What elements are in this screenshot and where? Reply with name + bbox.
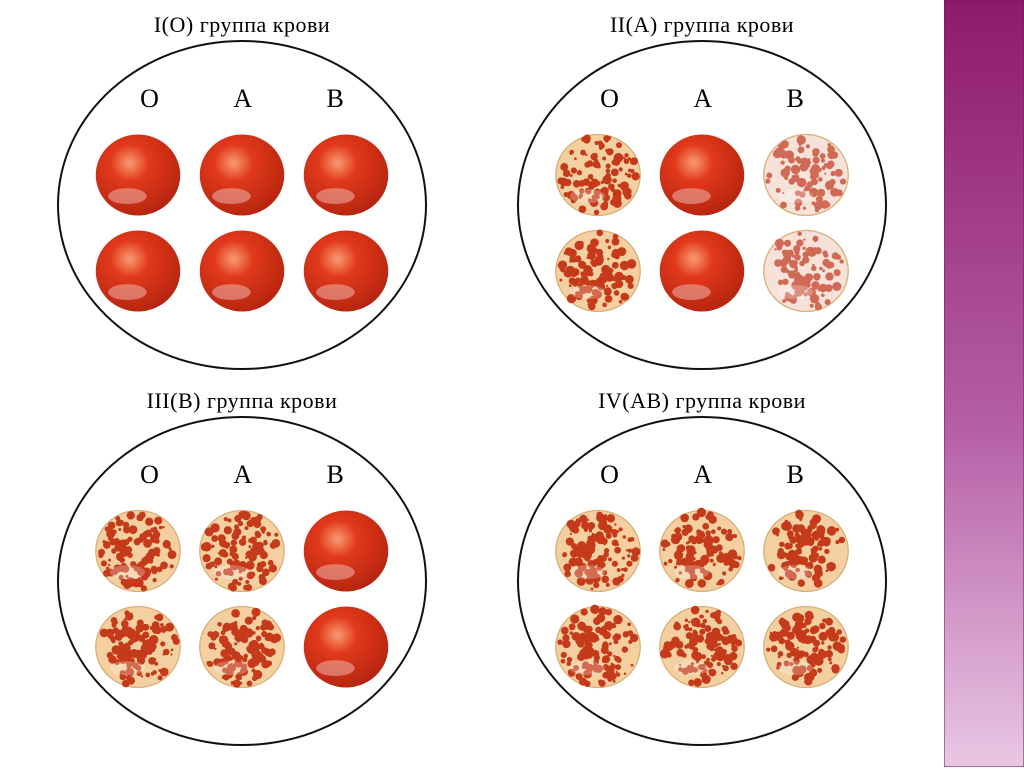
petri-dish-2: O A B bbox=[517, 40, 887, 370]
blood-drop bbox=[299, 227, 393, 315]
label-o: O bbox=[140, 84, 159, 114]
petri-dish-4: O A B bbox=[517, 416, 887, 746]
serum-labels-2: O A B bbox=[519, 84, 885, 114]
panel-title-4: IV(AB) группа крови bbox=[598, 388, 806, 414]
blood-drop bbox=[299, 131, 393, 219]
panel-title-1: I(O) группа крови bbox=[154, 12, 330, 38]
panel-group-1: I(O) группа крови O A B bbox=[12, 8, 472, 384]
label-a: A bbox=[233, 460, 252, 490]
label-b: B bbox=[326, 460, 343, 490]
blood-drop bbox=[551, 603, 645, 691]
label-b: B bbox=[786, 84, 803, 114]
blood-drop bbox=[759, 603, 853, 691]
drops-grid-2 bbox=[551, 131, 853, 317]
serum-labels-3: O A B bbox=[59, 460, 425, 490]
main-grid: I(O) группа крови O A B bbox=[0, 0, 944, 767]
sidebar-gradient bbox=[944, 0, 1024, 767]
blood-drop bbox=[655, 227, 749, 315]
blood-drop bbox=[655, 603, 749, 691]
panel-title-2: II(A) группа крови bbox=[610, 12, 794, 38]
blood-drop bbox=[551, 507, 645, 595]
blood-drop bbox=[195, 507, 289, 595]
blood-drop bbox=[195, 603, 289, 691]
label-a: A bbox=[693, 460, 712, 490]
blood-drop bbox=[299, 603, 393, 691]
blood-drop bbox=[759, 227, 853, 315]
blood-drop bbox=[655, 131, 749, 219]
label-o: O bbox=[600, 460, 619, 490]
blood-drop bbox=[759, 507, 853, 595]
blood-drop bbox=[195, 227, 289, 315]
blood-drop bbox=[91, 603, 185, 691]
panel-group-2: II(A) группа крови O A B bbox=[472, 8, 932, 384]
blood-drop bbox=[759, 131, 853, 219]
serum-labels-1: O A B bbox=[59, 84, 425, 114]
label-o: O bbox=[140, 460, 159, 490]
panel-group-3: III(B) группа крови O A B bbox=[12, 384, 472, 760]
petri-dish-1: O A B bbox=[57, 40, 427, 370]
sidebar-gradient-svg bbox=[944, 0, 1024, 767]
blood-drop bbox=[91, 131, 185, 219]
label-a: A bbox=[693, 84, 712, 114]
blood-drop bbox=[551, 131, 645, 219]
panel-group-4: IV(AB) группа крови O A B bbox=[472, 384, 932, 760]
blood-drop bbox=[299, 507, 393, 595]
serum-labels-4: O A B bbox=[519, 460, 885, 490]
drops-grid-1 bbox=[91, 131, 393, 317]
petri-dish-3: O A B bbox=[57, 416, 427, 746]
blood-drop bbox=[551, 227, 645, 315]
blood-drop bbox=[655, 507, 749, 595]
label-o: O bbox=[600, 84, 619, 114]
label-b: B bbox=[786, 460, 803, 490]
drops-grid-3 bbox=[91, 507, 393, 693]
blood-drop bbox=[91, 227, 185, 315]
blood-drop bbox=[195, 131, 289, 219]
label-a: A bbox=[233, 84, 252, 114]
panel-title-3: III(B) группа крови bbox=[147, 388, 338, 414]
label-b: B bbox=[326, 84, 343, 114]
drops-grid-4 bbox=[551, 507, 853, 693]
blood-drop bbox=[91, 507, 185, 595]
